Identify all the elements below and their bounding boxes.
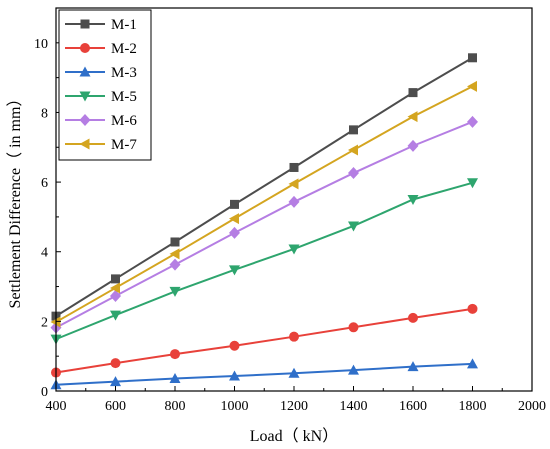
data-point-m-7-1400 <box>348 144 358 156</box>
legend-item-m-1: M-1 <box>65 17 137 33</box>
data-point-m-5-1200 <box>288 244 300 255</box>
data-point-m-3-1400 <box>348 364 359 375</box>
series-line-m-1 <box>55 56 474 317</box>
legend-item-m-2: M-2 <box>65 41 137 57</box>
x-tick-label-400: 400 <box>46 399 67 414</box>
x-tick-label-1000: 1000 <box>221 399 249 414</box>
data-point-m-3-800 <box>169 372 181 383</box>
y-tick-label-0: 0 <box>41 385 48 400</box>
legend-box <box>58 9 152 161</box>
data-point-m-5-600 <box>110 310 121 321</box>
data-point-m-7-1800 <box>467 80 477 92</box>
data-point-m-5-1800 <box>467 178 478 189</box>
legend-marker-m-2 <box>80 43 90 53</box>
data-point-m-6-1000 <box>229 226 240 239</box>
legend: M-1 M-2 M-3 M-5 M-6 M-7 <box>58 9 152 161</box>
series-m-7 <box>50 80 477 328</box>
data-point-m-2-1200 <box>289 331 299 342</box>
legend-item-m-3: M-3 <box>65 65 137 81</box>
x-tick-label-1600: 1600 <box>399 399 427 414</box>
data-point-m-5-1600 <box>407 195 419 205</box>
data-point-m-2-1000 <box>229 340 240 351</box>
legend-marker-m-3 <box>79 66 91 77</box>
legend-item-m-6: M-6 <box>65 113 137 129</box>
data-point-m-1-1000 <box>230 199 239 209</box>
axes-layer: 400 600 800 1000 1200 1400 1600 1800 2000 0 2 4 6 8 10 <box>34 7 546 414</box>
data-point-m-6-800 <box>169 258 181 271</box>
data-point-m-1-1200 <box>289 162 299 172</box>
data-point-m-5-1000 <box>229 265 240 276</box>
y-tick-label-10: 10 <box>34 37 48 52</box>
data-point-m-6-600 <box>110 289 121 302</box>
data-point-m-7-600 <box>110 282 120 294</box>
data-point-m-5-800 <box>169 286 181 297</box>
x-tick-label-1800: 1800 <box>459 399 487 414</box>
data-point-m-2-1600 <box>408 312 418 323</box>
series-line-m-2 <box>55 307 473 374</box>
legend-label-m-5: M-5 <box>111 89 137 105</box>
legend-item-m-7: M-7 <box>65 137 137 153</box>
data-point-m-1-600 <box>111 274 120 284</box>
data-point-m-1-800 <box>170 237 180 247</box>
legend-label-m-3: M-3 <box>111 65 137 81</box>
data-point-m-3-1200 <box>288 367 300 378</box>
data-point-m-1-1400 <box>349 125 358 135</box>
x-tick-label-2000: 2000 <box>518 399 546 414</box>
legend-item-m-5: M-5 <box>65 89 137 105</box>
data-point-m-1-1800 <box>468 53 477 63</box>
data-point-m-6-1200 <box>288 195 300 208</box>
data-point-m-3-600 <box>110 376 121 387</box>
legend-marker-m-6 <box>79 114 91 126</box>
data-point-m-6-1800 <box>467 115 478 128</box>
x-tick-label-600: 600 <box>105 399 126 414</box>
y-tick-label-4: 4 <box>41 246 48 261</box>
x-tick-label-800: 800 <box>165 399 186 414</box>
x-axis-label: Load（ kN） <box>250 427 338 445</box>
data-point-m-7-800 <box>169 248 180 260</box>
legend-label-m-7: M-7 <box>111 137 137 153</box>
data-point-m-2-600 <box>110 358 121 369</box>
x-tick-label-1200: 1200 <box>280 399 308 414</box>
y-axis-label: Settlement Difference（ in mm） <box>6 91 24 309</box>
series-m-5 <box>50 178 478 345</box>
legend-label-m-2: M-2 <box>111 41 137 57</box>
y-tick-label-8: 8 <box>41 106 48 121</box>
data-point-m-6-1600 <box>407 139 419 152</box>
series-line-m-3 <box>55 362 473 386</box>
legend-marker-m-1 <box>80 19 90 29</box>
data-point-m-7-1600 <box>407 111 418 123</box>
data-point-m-1-1600 <box>408 88 418 98</box>
legend-marker-m-7 <box>79 138 90 150</box>
series-m-3 <box>50 358 478 390</box>
data-point-m-6-1400 <box>348 167 359 180</box>
data-point-m-7-1000 <box>229 213 239 225</box>
data-point-m-3-1800 <box>467 358 478 369</box>
data-point-m-3-1600 <box>407 361 419 372</box>
y-tick-label-2: 2 <box>41 315 48 330</box>
series-line-m-7 <box>55 85 473 323</box>
data-point-m-7-1200 <box>288 178 299 190</box>
legend-marker-m-5 <box>79 91 91 102</box>
data-point-m-2-1800 <box>467 303 478 314</box>
y-tick-label-6: 6 <box>41 176 48 191</box>
legend-label-m-1: M-1 <box>111 17 137 33</box>
data-point-m-2-1400 <box>348 322 359 333</box>
x-tick-label-1400: 1400 <box>340 399 368 414</box>
data-point-m-2-800 <box>170 349 180 360</box>
series-line-m-5 <box>55 181 473 341</box>
legend-label-m-6: M-6 <box>111 113 137 129</box>
series-line-m-6 <box>55 120 473 329</box>
series-m-2 <box>51 303 478 378</box>
data-point-m-5-1400 <box>348 221 359 232</box>
data-point-m-3-1000 <box>229 370 240 381</box>
plot-layer <box>50 53 478 390</box>
